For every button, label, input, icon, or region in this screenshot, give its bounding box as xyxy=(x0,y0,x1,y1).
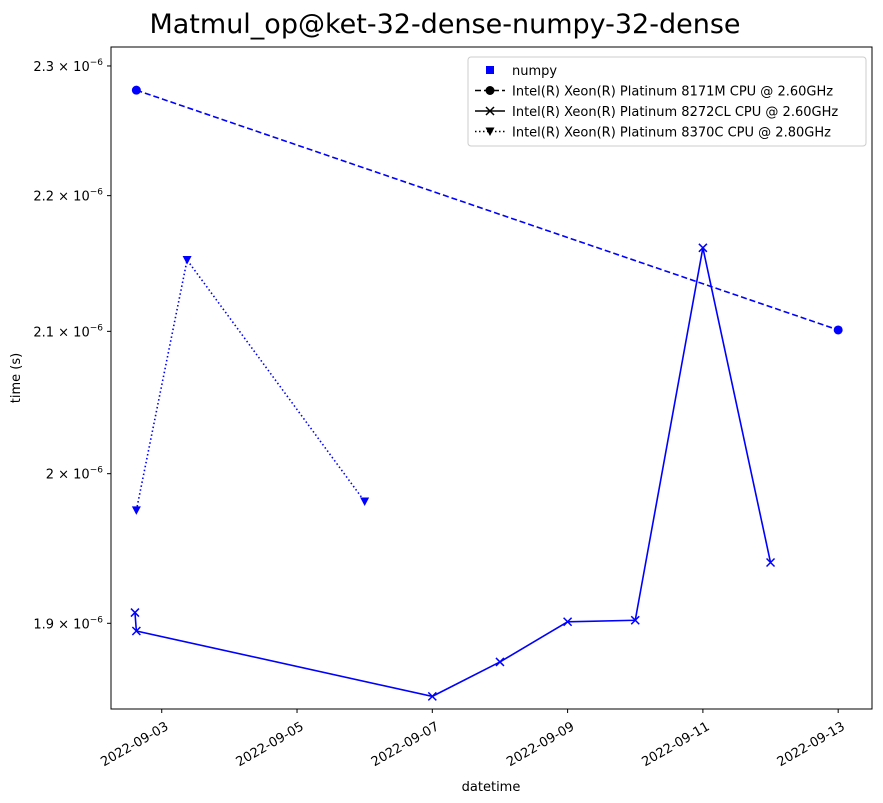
legend-label: Intel(R) Xeon(R) Platinum 8370C CPU @ 2.… xyxy=(512,126,831,141)
y-axis: 1.9 × 10−6 2 × 10−6 2.1 × 10−6 2.2 × 10−6 2.… xyxy=(33,58,111,632)
legend-marker xyxy=(486,66,494,74)
legend-marker xyxy=(485,106,495,116)
y-tick-label: 2.3 × 10−6 xyxy=(33,58,103,75)
y-tick-label: 2.2 × 10−6 xyxy=(33,188,103,205)
series-2-line xyxy=(134,247,772,698)
series-3-point-1 xyxy=(131,506,141,515)
chart-title: Matmul_op@ket-32-dense-numpy-32-dense xyxy=(149,9,740,40)
legend-label: Intel(R) Xeon(R) Platinum 8171M CPU @ 2.… xyxy=(512,85,833,100)
series-layer xyxy=(130,85,843,701)
legend-item-3: Intel(R) Xeon(R) Platinum 8272CL CPU @ 2… xyxy=(475,105,838,120)
x-tick-label: 2022-09-03 xyxy=(98,719,171,770)
series-1-point-2 xyxy=(833,325,843,335)
series-3-point-3 xyxy=(360,497,370,507)
series-2-point-1 xyxy=(130,608,140,618)
series-2-point-7 xyxy=(698,243,708,253)
legend-label: Intel(R) Xeon(R) Platinum 8272CL CPU @ 2… xyxy=(512,105,838,120)
series-2-point-8 xyxy=(766,558,776,568)
x-tick-label: 2022-09-13 xyxy=(775,719,848,770)
series-1 xyxy=(131,85,843,335)
series-1-line xyxy=(136,89,839,331)
x-axis: 2022-09-03 2022-09-05 2022-09-07 2022-09-09… xyxy=(98,709,848,770)
x-tick-label: 2022-09-05 xyxy=(234,719,307,770)
series-2-point-2 xyxy=(131,626,141,636)
series-2-point-5 xyxy=(563,617,573,627)
series-1-point-1 xyxy=(131,85,141,95)
series-3-line xyxy=(135,258,366,511)
legend-item-2: Intel(R) Xeon(R) Platinum 8171M CPU @ 2.… xyxy=(475,85,833,100)
legend-box xyxy=(467,56,867,147)
x-tick-label: 2022-09-09 xyxy=(504,719,577,770)
y-tick-label: 1.9 × 10−6 xyxy=(33,615,103,632)
y-tick-label: 2.1 × 10−6 xyxy=(33,323,103,340)
series-3-point-2 xyxy=(182,255,192,265)
series-2-point-3 xyxy=(427,691,437,701)
legend: numpy Intel(R) Xeon(R) Platinum 8171M CPU… xyxy=(467,56,867,147)
series-2-point-6 xyxy=(630,615,640,625)
y-axis-label: time (s) xyxy=(9,353,24,403)
legend-marker xyxy=(485,127,495,136)
series-2-point-4 xyxy=(495,657,505,667)
y-tick-label: 2 × 10−6 xyxy=(46,466,104,483)
x-tick-label: 2022-09-11 xyxy=(639,719,712,770)
legend-item-1: numpy xyxy=(486,64,557,79)
series-2 xyxy=(130,243,776,701)
x-tick-label: 2022-09-07 xyxy=(369,719,442,770)
legend-marker xyxy=(485,86,495,95)
x-axis-label: datetime xyxy=(462,780,521,795)
legend-item-4: Intel(R) Xeon(R) Platinum 8370C CPU @ 2.… xyxy=(475,126,831,141)
series-3 xyxy=(131,255,370,515)
plot-area xyxy=(110,46,873,710)
legend-label: numpy xyxy=(512,64,557,79)
